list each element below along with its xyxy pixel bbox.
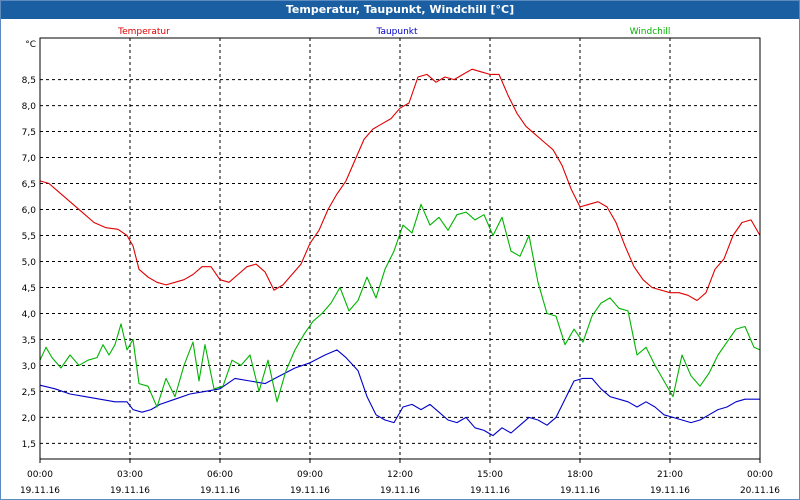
x-tick-time-label: 21:00 [657, 470, 683, 480]
y-axis-unit-label: °C [25, 40, 36, 50]
series-line-temperatur [39, 68, 761, 302]
plot-frame [39, 37, 761, 460]
y-tick-label: 3,0 [22, 362, 37, 372]
y-tick-label: 2,0 [22, 414, 37, 424]
x-tick-date-label: 19.11.16 [650, 486, 690, 496]
x-tick-date-label: 19.11.16 [470, 486, 510, 496]
y-tick-label: 2,5 [22, 388, 36, 398]
x-tick-date-label: 20.11.16 [740, 486, 780, 496]
x-tick-date-label: 19.11.16 [290, 486, 330, 496]
y-tick-label: 8,0 [22, 102, 37, 112]
y-tick-label: 7,5 [22, 128, 36, 138]
legend-entry-temperatur: Temperatur [117, 27, 170, 37]
y-tick-label: 1,5 [22, 440, 36, 450]
y-tick-label: 4,5 [22, 284, 36, 294]
y-tick-label: 5,0 [22, 258, 37, 268]
y-tick-label: 8,5 [22, 76, 36, 86]
x-tick-time-label: 00:00 [747, 470, 773, 480]
x-tick-date-label: 19.11.16 [380, 486, 420, 496]
y-tick-label: 6,5 [22, 180, 36, 190]
x-tick-time-label: 00:00 [27, 470, 53, 480]
y-tick-label: 4,0 [22, 310, 37, 320]
x-tick-date-label: 19.11.16 [560, 486, 600, 496]
x-tick-time-label: 06:00 [207, 470, 233, 480]
y-tick-label: 3,5 [22, 336, 36, 346]
x-tick-time-label: 09:00 [297, 470, 323, 480]
x-tick-date-label: 19.11.16 [110, 486, 150, 496]
window-title: Temperatur, Taupunkt, Windchill [°C] [1, 1, 799, 19]
x-tick-time-label: 18:00 [567, 470, 593, 480]
legend-entry-taupunkt: Taupunkt [375, 27, 418, 37]
x-tick-date-label: 19.11.16 [200, 486, 240, 496]
series-line-taupunkt [39, 349, 760, 437]
x-tick-time-label: 15:00 [477, 470, 503, 480]
x-tick-time-label: 12:00 [387, 470, 413, 480]
y-tick-label: 6,0 [22, 206, 37, 216]
series-line-windchill [39, 203, 761, 408]
y-tick-label: 5,5 [22, 232, 36, 242]
y-tick-label: 7,0 [22, 154, 37, 164]
x-tick-date-label: 19.11.16 [20, 486, 60, 496]
x-tick-time-label: 03:00 [117, 470, 143, 480]
legend-entry-windchill: Windchill [630, 27, 671, 37]
